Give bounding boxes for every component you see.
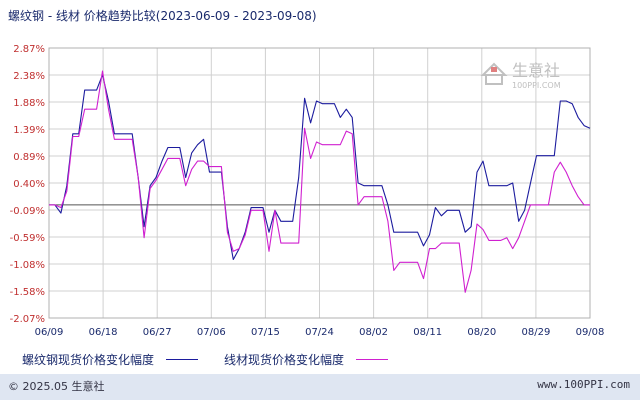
y-tick-label: -1.08% xyxy=(10,260,45,271)
series-layer xyxy=(49,70,591,293)
x-tick-label: 08/29 xyxy=(521,327,550,338)
x-tick-label: 06/09 xyxy=(35,327,64,338)
series-line-2 xyxy=(49,70,590,293)
grid xyxy=(48,47,591,319)
y-tick-label: 1.39% xyxy=(13,125,45,136)
y-tick-label: -0.59% xyxy=(10,233,45,244)
x-tick-label: 06/27 xyxy=(143,327,172,338)
plot-border xyxy=(48,47,591,319)
watermark: 生意社 100PPI.COM xyxy=(480,61,561,90)
x-tick-label: 06/18 xyxy=(89,327,118,338)
footer-copyright: © 2025.05 生意社 xyxy=(8,380,105,393)
chart-title: 螺纹钢 - 线材 价格趋势比较(2023-06-09 - 2023-09-08) xyxy=(8,9,317,23)
x-tick-label: 08/11 xyxy=(413,327,442,338)
y-tick-label: 0.40% xyxy=(13,179,45,190)
x-tick-label: 07/06 xyxy=(197,327,226,338)
legend-series-2-swatch xyxy=(356,359,389,360)
y-tick-label: -1.58% xyxy=(10,287,45,298)
footer-bar xyxy=(0,374,640,400)
chart-legend: 螺纹钢现货价格变化幅度 线材现货价格变化幅度 xyxy=(22,351,414,368)
legend-series-1-swatch xyxy=(166,359,199,360)
line-chart: 生意社 100PPI.COM 2.87% 2.38% 1.88% 1.39% 0.89%… xyxy=(10,44,605,338)
x-tick-label: 07/15 xyxy=(251,327,280,338)
footer-link[interactable]: www.100PPI.com xyxy=(537,378,630,391)
watermark-name: 生意社 xyxy=(512,61,560,80)
axes: 2.87% 2.38% 1.88% 1.39% 0.89% 0.40% -0.09% -0.5… xyxy=(10,44,605,338)
watermark-url: 100PPI.COM xyxy=(512,81,561,90)
y-tick-label: 2.38% xyxy=(13,71,45,82)
legend-series-1-label: 螺纹钢现货价格变化幅度 xyxy=(22,353,155,367)
x-tick-label: 08/20 xyxy=(467,327,496,338)
x-tick-label: 08/02 xyxy=(359,327,388,338)
watermark-logo-icon xyxy=(480,62,508,85)
y-tick-label: 0.89% xyxy=(13,152,45,163)
y-tick-label: -0.09% xyxy=(10,206,45,217)
y-tick-label: -2.07% xyxy=(10,314,45,325)
legend-series-2-label: 线材现货价格变化幅度 xyxy=(224,353,345,367)
y-tick-label: 1.88% xyxy=(13,98,45,109)
y-tick-label: 2.87% xyxy=(13,44,45,55)
x-tick-label: 09/08 xyxy=(576,327,605,338)
x-tick-label: 07/24 xyxy=(305,327,334,338)
